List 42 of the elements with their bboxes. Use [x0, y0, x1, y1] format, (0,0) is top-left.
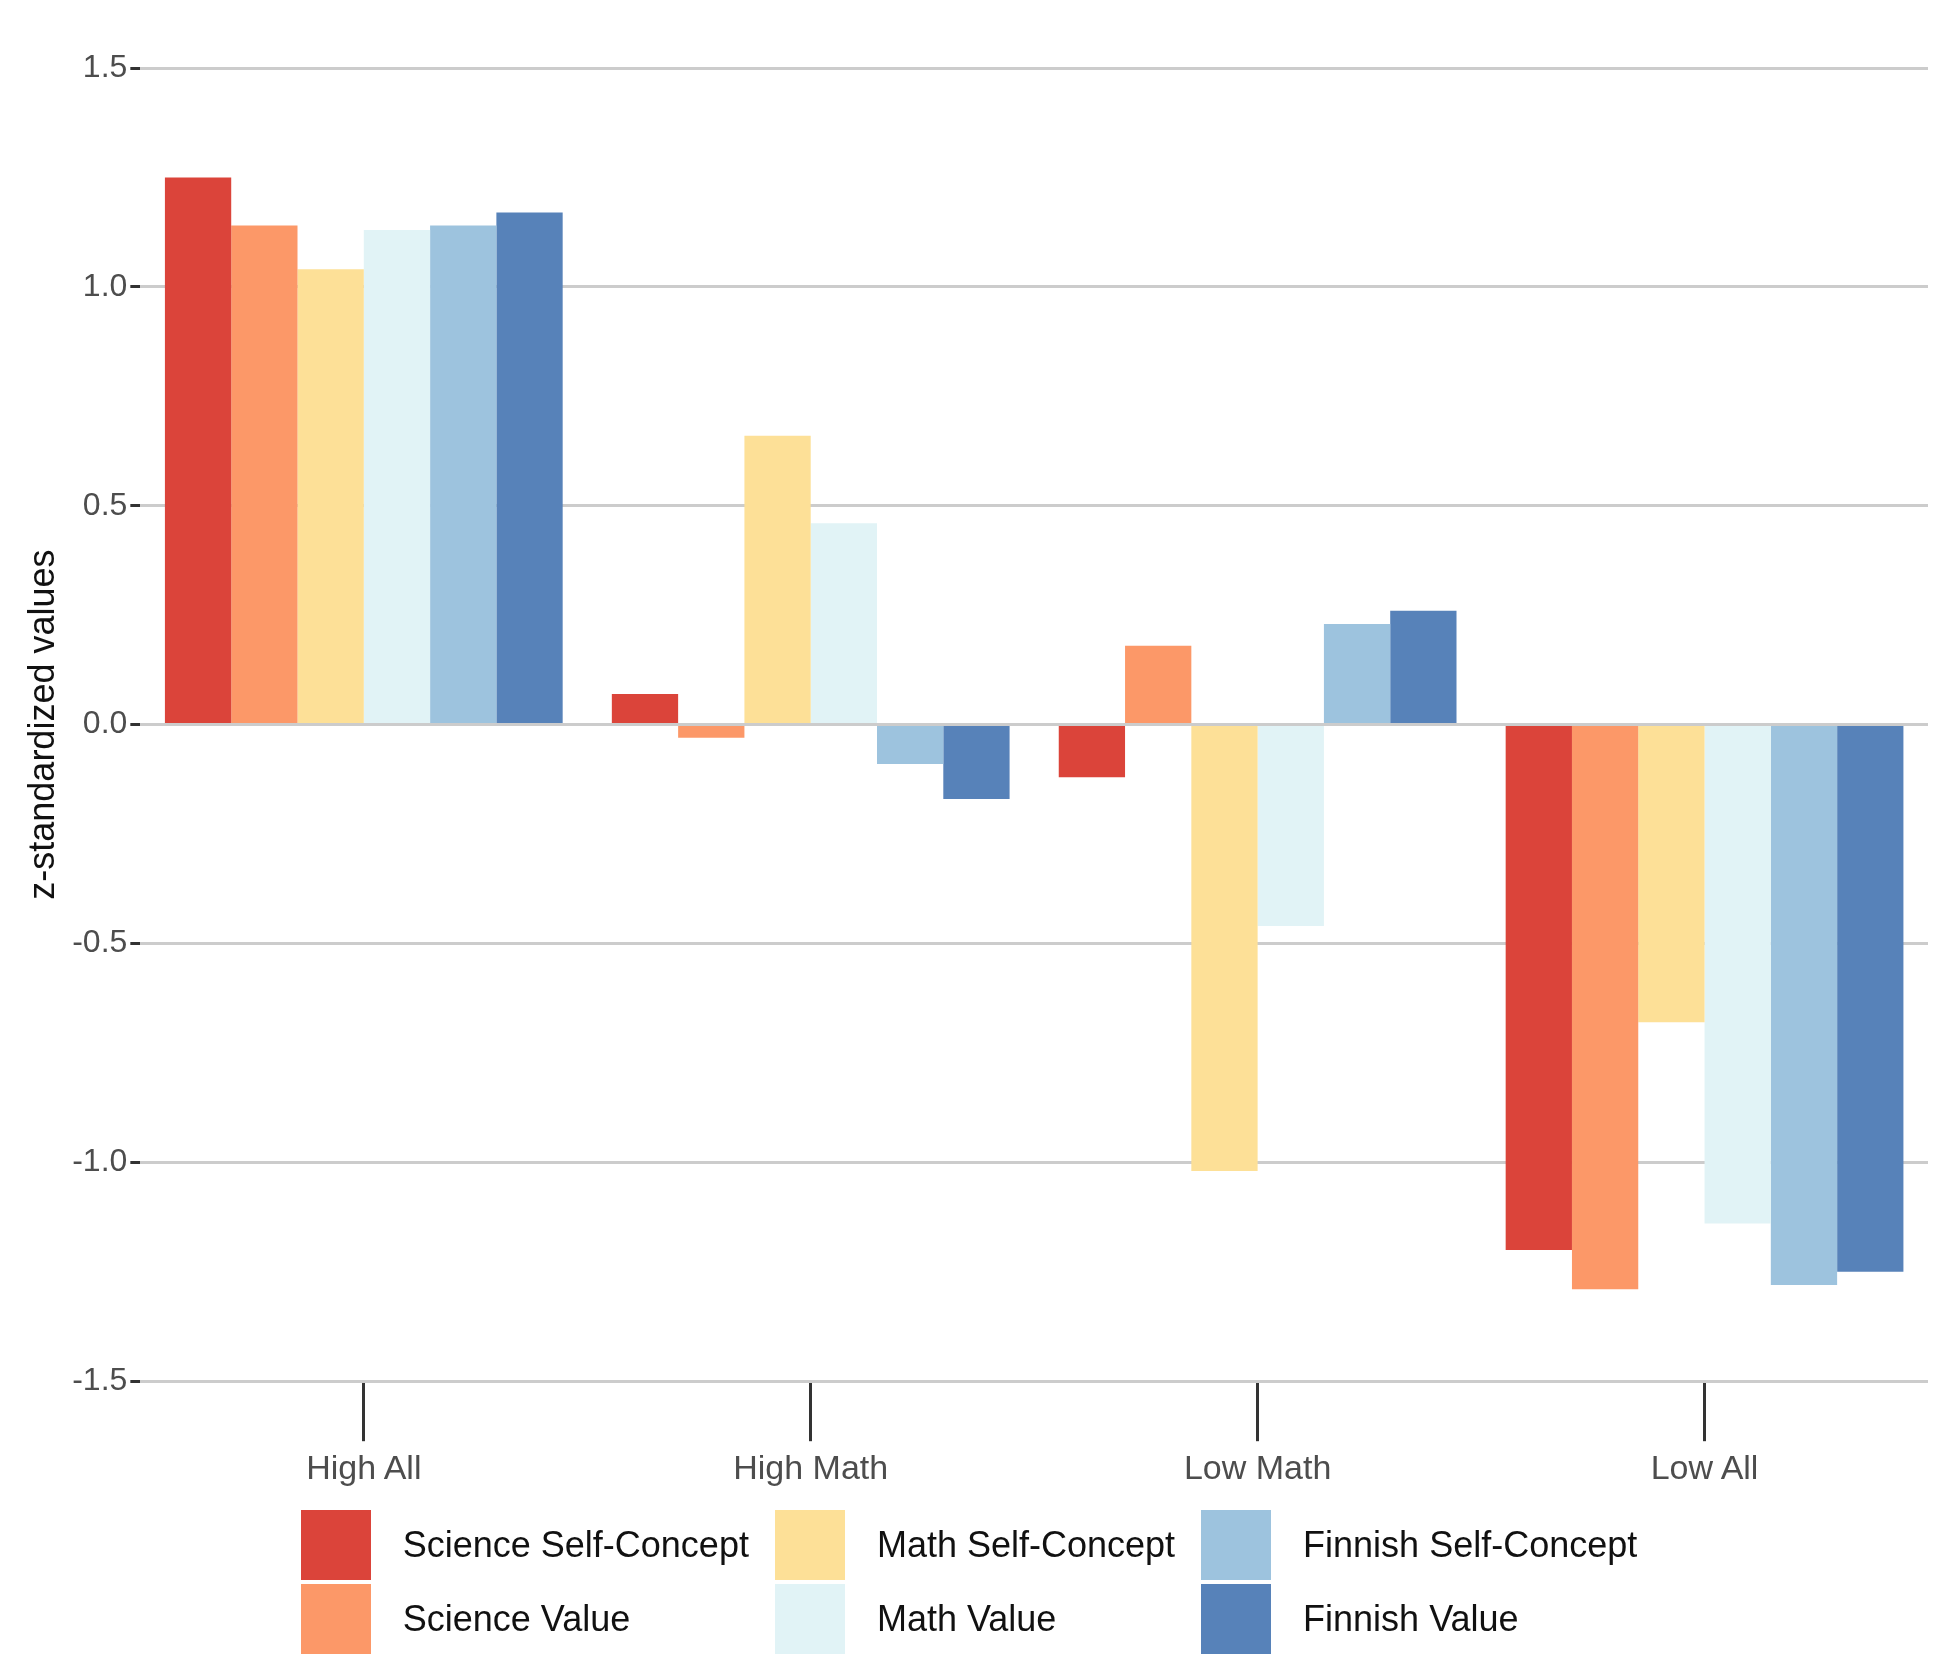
bar	[810, 523, 878, 724]
legend-label: Finnish Value	[1303, 1598, 1519, 1640]
bar	[1257, 726, 1324, 926]
bar	[1505, 726, 1572, 1250]
bar	[1837, 726, 1904, 1272]
bar	[678, 726, 745, 738]
y-tick-label: 0.0	[82, 704, 128, 741]
bar	[1704, 726, 1771, 1224]
bar	[611, 693, 679, 724]
legend-label: Math Self-Concept	[876, 1524, 1176, 1566]
y-tick-label: -1.5	[72, 1361, 128, 1398]
y-tick-label: -0.5	[72, 923, 128, 960]
bar	[430, 225, 497, 724]
x-tick-label: Low Math	[1183, 1447, 1332, 1486]
bar	[943, 726, 1010, 800]
bar	[1058, 726, 1126, 778]
x-tick-label: High All	[306, 1447, 422, 1486]
bar	[363, 229, 431, 724]
x-tick-label: High Math	[733, 1447, 889, 1486]
y-tick-label: 0.5	[82, 485, 128, 522]
bar	[1125, 645, 1192, 724]
bar	[297, 269, 364, 724]
bar	[877, 726, 944, 764]
bar	[1770, 726, 1838, 1285]
bar	[1638, 726, 1705, 1023]
bar	[231, 225, 298, 724]
bar	[164, 177, 232, 724]
legend-label: Finnish Self-Concept	[1303, 1524, 1638, 1566]
y-axis-title: z-standardized values	[20, 549, 62, 900]
bar	[1191, 726, 1258, 1172]
bar	[1323, 623, 1391, 724]
y-tick-label: 1.5	[82, 47, 128, 84]
legend-label: Science Self-Concept	[402, 1524, 749, 1566]
bar	[744, 435, 811, 724]
legend-label: Math Value	[876, 1598, 1057, 1640]
x-tick-label: Low All	[1650, 1447, 1759, 1486]
y-tick-label: 1.0	[82, 266, 128, 303]
legend-label: Science Value	[402, 1598, 631, 1640]
bar	[496, 212, 563, 724]
bar	[1390, 610, 1457, 724]
bar	[1571, 726, 1639, 1290]
y-tick-label: -1.0	[72, 1142, 128, 1179]
